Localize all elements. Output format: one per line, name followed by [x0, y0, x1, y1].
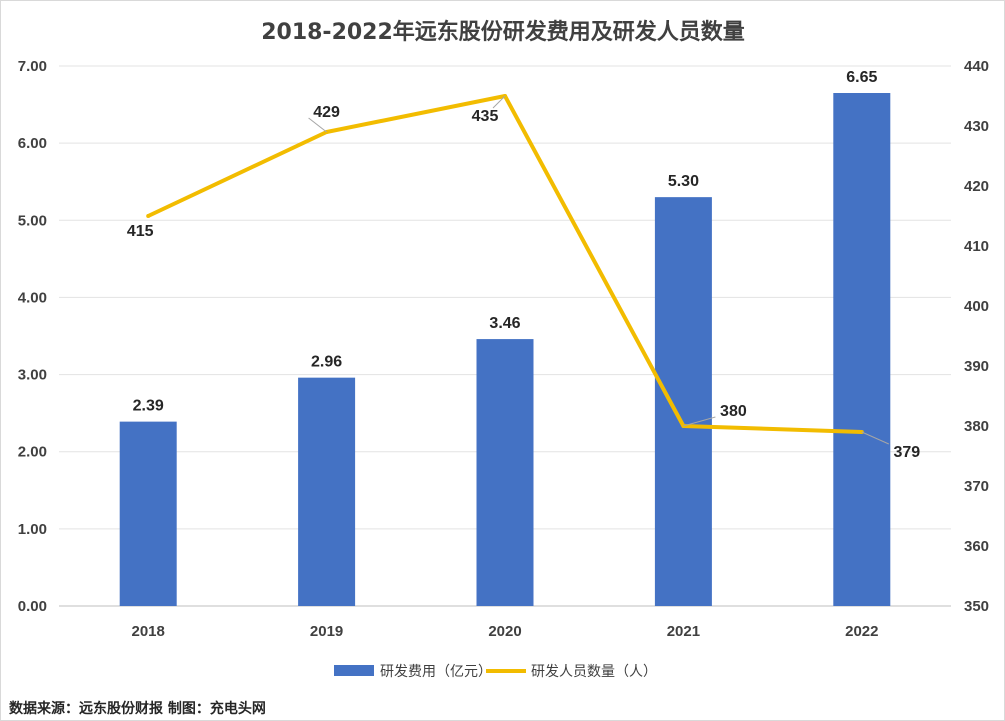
left-tick-label: 6.00: [18, 135, 47, 152]
x-tick-label: 2018: [132, 623, 165, 640]
legend-label-bar: 研发费用（亿元）: [380, 664, 492, 680]
right-tick-label: 410: [964, 238, 989, 255]
line-data-label: 379: [893, 444, 920, 461]
left-tick-label: 3.00: [18, 367, 47, 384]
data-labels: 2.39 2.96 3.46 5.30 6.65 415 429 435 380 379: [127, 69, 920, 461]
label-leader-line: [861, 431, 890, 445]
bar-data-label: 2.96: [311, 354, 342, 371]
right-tick-label: 440: [964, 58, 989, 75]
left-tick-label: 7.00: [18, 58, 47, 75]
right-tick-label: 390: [964, 358, 989, 375]
right-tick-label: 370: [964, 478, 989, 495]
line-point: [146, 214, 151, 218]
bar-data-label: 3.46: [489, 315, 520, 332]
line-data-label: 435: [472, 108, 499, 125]
right-tick-label: 380: [964, 418, 989, 435]
chart-title: 2018-2022年远东股份研发费用及研发人员数量: [261, 19, 745, 45]
right-tick-label: 350: [964, 598, 989, 615]
left-tick-label: 2.00: [18, 444, 47, 461]
right-tick-label: 400: [964, 298, 989, 315]
x-tick-label: 2019: [310, 623, 343, 640]
legend: 研发费用（亿元） 研发人员数量（人）: [334, 664, 657, 680]
left-tick-label: 1.00: [18, 521, 47, 538]
bar-data-label: 6.65: [846, 69, 877, 86]
x-axis: 2018 2019 2020 2021 2022: [132, 623, 879, 640]
bar-series: [119, 93, 891, 606]
left-tick-label: 5.00: [18, 212, 47, 229]
bar: [476, 339, 534, 606]
right-tick-label: 360: [964, 538, 989, 555]
x-tick-label: 2021: [667, 623, 700, 640]
right-y-axis: 350 360 370 380 390 400 410 420 430 440: [964, 58, 989, 615]
line-data-label: 415: [127, 223, 154, 240]
left-tick-label: 0.00: [18, 598, 47, 615]
legend-swatch-bar: [334, 665, 374, 676]
bar-data-label: 2.39: [133, 398, 164, 415]
label-leader-line: [308, 117, 327, 133]
left-y-axis: 0.00 1.00 2.00 3.00 4.00 5.00 6.00 7.00: [18, 58, 47, 615]
bar: [298, 377, 356, 606]
label-leader-line: [683, 416, 716, 427]
line-data-label: 429: [313, 104, 340, 121]
bar-data-label: 5.30: [668, 173, 699, 190]
bar: [119, 421, 177, 606]
source-note: 数据来源：远东股份财报 制图：充电头网: [9, 700, 266, 717]
right-tick-label: 420: [964, 178, 989, 195]
bar: [654, 197, 712, 606]
bar: [833, 93, 891, 606]
x-tick-label: 2020: [488, 623, 521, 640]
left-tick-label: 4.00: [18, 289, 47, 306]
legend-label-line: 研发人员数量（人）: [531, 664, 657, 680]
label-leader-line: [492, 95, 506, 109]
line-data-label: 380: [720, 403, 747, 420]
x-tick-label: 2022: [845, 623, 878, 640]
right-tick-label: 430: [964, 118, 989, 135]
